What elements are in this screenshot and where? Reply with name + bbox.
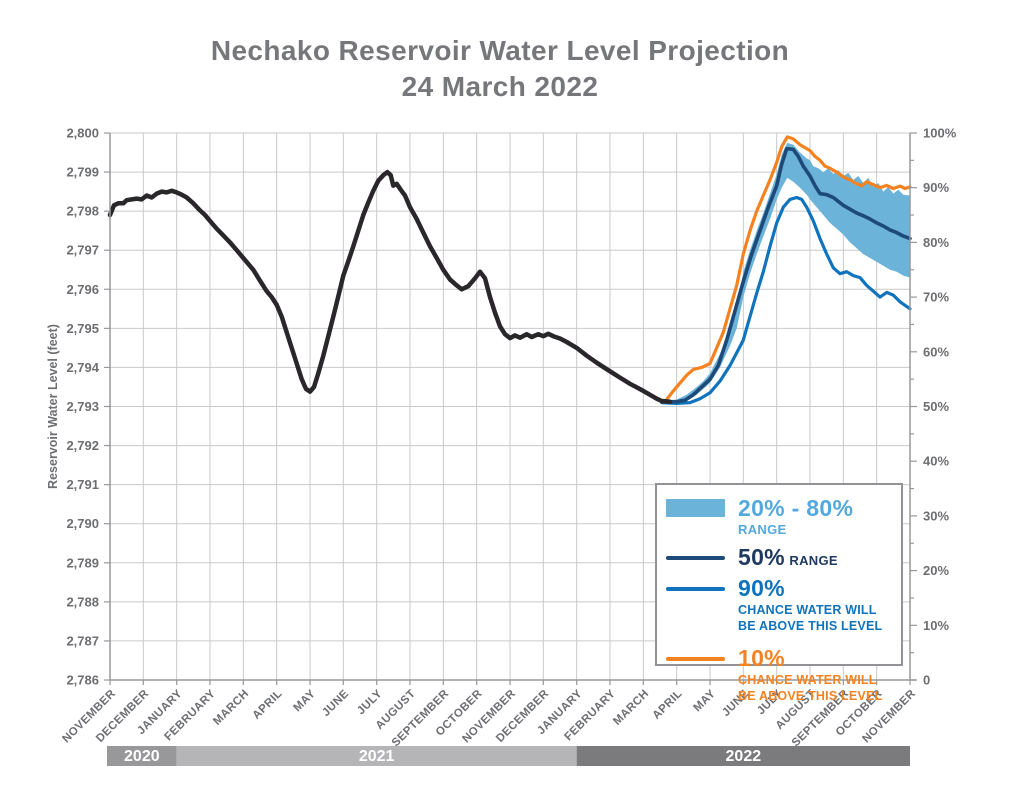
legend-item-90: 90% CHANCE WATER WILL BE ABOVE THIS LEVE… [666, 575, 901, 633]
legend-desc-10-line1: CHANCE WATER WILL [738, 673, 877, 687]
month-label: JUNE [320, 688, 351, 719]
left-tick-label: 2,793 [66, 399, 99, 414]
legend-swatch-col [666, 544, 738, 560]
chart-title-line2: 24 March 2022 [401, 71, 599, 102]
year-bar-2021 [176, 746, 577, 766]
left-tick-label: 2,789 [66, 555, 99, 570]
legend-label-90: 90% [738, 575, 785, 601]
year-bar-label: 2021 [359, 748, 395, 765]
left-tick-label: 2,797 [66, 243, 99, 258]
legend-label-50: 50% [738, 544, 785, 570]
right-tick-label: 90% [923, 180, 949, 195]
left-tick-label: 2,788 [66, 594, 99, 609]
left-tick-label: 2,799 [66, 165, 99, 180]
legend-swatch-col [666, 495, 738, 517]
year-bar-2022 [576, 746, 910, 766]
right-tick-label: 20% [923, 563, 949, 578]
right-tick-label: 30% [923, 508, 949, 523]
right-tick-label: 50% [923, 399, 949, 414]
legend-text-band: 20% - 80% RANGE [738, 495, 901, 539]
band-swatch-icon [666, 499, 725, 517]
blue-line-swatch-icon [666, 587, 725, 591]
right-tick-label: 10% [923, 618, 949, 633]
legend-desc-90-line1: CHANCE WATER WILL [738, 603, 877, 617]
right-tick-label: 80% [923, 235, 949, 250]
month-label: JULY [355, 688, 385, 718]
year-bars: 2020 2021 2022 [107, 746, 910, 766]
right-tick-label: 40% [923, 454, 949, 469]
legend-label-band: 20% - 80% [738, 495, 854, 521]
year-bar-label: 2022 [726, 748, 762, 765]
left-tick-label: 2,787 [66, 633, 99, 648]
month-label: MARCH [611, 688, 651, 728]
chart-title: Nechako Reservoir Water Level Projection… [0, 33, 1000, 105]
left-tick-label: 2,794 [66, 360, 99, 375]
legend: 20% - 80% RANGE 50% RANGE 90% CHANCE WAT… [655, 483, 903, 703]
legend-item-10: 10% CHANCE WATER WILL BE ABOVE THIS LEVE… [666, 645, 901, 703]
legend-text-90: 90% CHANCE WATER WILL BE ABOVE THIS LEVE… [738, 575, 882, 633]
month-label: MAY [291, 688, 318, 715]
left-tick-label: 2,795 [66, 321, 99, 336]
month-label: SEPTEMBER [390, 687, 452, 749]
left-tick-label: 2,798 [66, 204, 99, 219]
legend-desc-90-line2: BE ABOVE THIS LEVEL [738, 619, 883, 633]
month-label: MARCH [211, 688, 251, 728]
line-10-chance [665, 135, 912, 402]
historical-line [107, 169, 673, 405]
legend-label-10: 10% [738, 645, 785, 671]
legend-swatch-col [666, 645, 738, 661]
year-bar-2020 [107, 746, 177, 766]
right-tick-label: 60% [923, 344, 949, 359]
left-tick-label: 2,791 [66, 477, 99, 492]
right-tick-label: 70% [923, 290, 949, 305]
legend-suffix-band: RANGE [738, 522, 787, 537]
year-bar-label: 2020 [124, 748, 160, 765]
left-tick-label: 2,792 [66, 438, 99, 453]
legend-item-50: 50% RANGE [666, 544, 901, 570]
navy-line-swatch-icon [666, 556, 725, 560]
left-tick-label: 2,800 [66, 126, 99, 141]
right-tick-label: 0 [923, 673, 930, 688]
right-tick-label: 100% [923, 126, 957, 141]
line-90-chance [660, 195, 912, 405]
left-axis: 2,786 2,787 2,788 2,789 2,790 2,791 2,792 2,793… [66, 126, 110, 688]
orange-line-swatch-icon [666, 657, 725, 661]
legend-suffix-50: RANGE [789, 553, 838, 568]
right-axis: 0 10% 20% 30% 40% 50% 60% 70% 80% 90% 100% [910, 126, 957, 688]
left-tick-label: 2,796 [66, 282, 99, 297]
legend-swatch-col [666, 575, 738, 591]
legend-text-50: 50% RANGE [738, 544, 838, 570]
left-tick-label: 2,790 [66, 516, 99, 531]
month-label: APRIL [250, 688, 284, 722]
legend-text-10: 10% CHANCE WATER WILL BE ABOVE THIS LEVE… [738, 645, 882, 703]
legend-item-range-band: 20% - 80% RANGE [666, 495, 901, 539]
legend-desc-10-line2: BE ABOVE THIS LEVEL [738, 689, 883, 703]
band-20-80-range [663, 142, 910, 403]
line-50-range [659, 146, 912, 404]
chart-title-line1: Nechako Reservoir Water Level Projection [210, 35, 790, 66]
left-tick-label: 2,786 [66, 673, 99, 688]
y-axis-title: Reservoir Water Level (feet) [46, 324, 60, 489]
